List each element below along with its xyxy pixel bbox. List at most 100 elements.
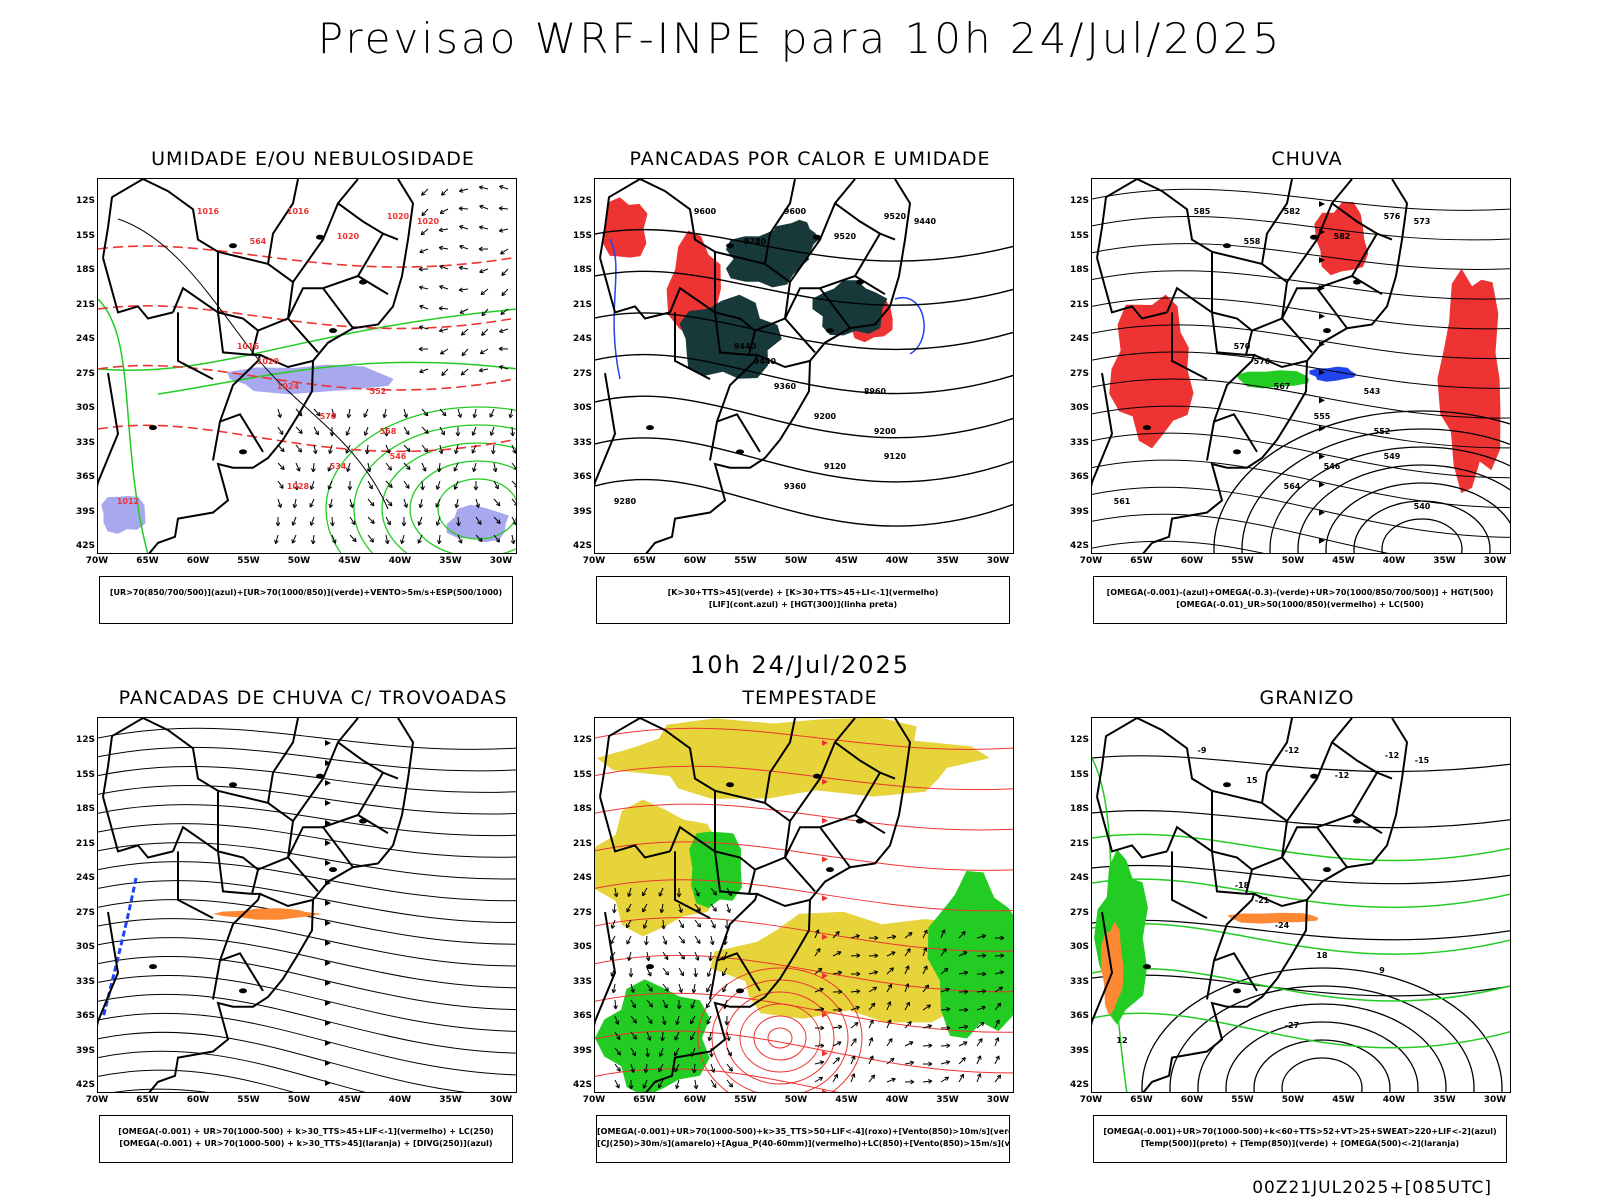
wind-vector-head [664, 971, 670, 976]
map-border [1096, 179, 1138, 258]
wind-vector-head [345, 449, 350, 454]
streamline [1092, 188, 1510, 211]
wind-vector [868, 986, 877, 993]
wind-vector [350, 552, 351, 553]
wind-vector [367, 516, 375, 524]
wind-vector-head [471, 449, 476, 454]
map-lake [1353, 279, 1361, 285]
lon-tick-label: 45W [835, 1095, 858, 1105]
wind-vector-head [673, 1051, 679, 1057]
map-border [1213, 353, 1256, 422]
map-border [789, 718, 856, 822]
map-lake [826, 328, 834, 334]
map-lake [359, 818, 367, 824]
wind-vector [459, 188, 469, 192]
wind-vector [690, 1031, 696, 1041]
wind-vector-head [889, 967, 894, 972]
wind-vector-head [632, 1019, 637, 1024]
wind-vector [418, 516, 423, 526]
wind-vector-head [615, 1084, 620, 1089]
lon-tick-label: 30W [986, 556, 1010, 566]
contour-label: 8960 [864, 387, 887, 396]
wind-vector-head [982, 971, 987, 977]
map-border [1211, 850, 1254, 895]
wind-vector [511, 462, 516, 470]
wind-vector [419, 498, 423, 508]
wind-vector [674, 1063, 680, 1073]
wind-vector-head [905, 1001, 910, 1007]
streamline [98, 785, 516, 815]
wind-vector-head [491, 450, 496, 455]
contour-label: 9520 [884, 212, 907, 221]
wind-vector [662, 983, 669, 992]
wind-vector [646, 951, 650, 961]
map-border [639, 718, 716, 852]
wind-vector [473, 408, 477, 418]
wind-vector-head [369, 501, 375, 507]
wind-vector [494, 552, 495, 553]
wind-vector-head [403, 413, 408, 418]
wind-vector-head [460, 331, 466, 336]
wind-vector [694, 1079, 697, 1089]
wind-vector [710, 1079, 717, 1088]
map-svg: 1016 1016 1020 1020 1020 1016 1020 1024 1028 1012… [98, 179, 516, 553]
wind-vector [994, 971, 1004, 975]
map-border [764, 718, 796, 804]
wind-vector [493, 462, 497, 472]
humidity-1000-contour [409, 460, 516, 553]
wind-vector-head [419, 249, 424, 254]
wind-vector [814, 1076, 823, 1083]
streamline-arrow [325, 1080, 331, 1086]
lon-tick-label: 45W [1332, 556, 1355, 566]
map-coastline [1142, 718, 1409, 1092]
map-border [357, 232, 399, 277]
wind-vector [455, 498, 459, 508]
wind-vector [886, 967, 894, 975]
wind-vector [346, 462, 351, 472]
wind-vector-head [706, 987, 711, 993]
wind-vector [814, 1061, 824, 1065]
contour-label: -18 [1235, 881, 1250, 890]
wind-vector [958, 951, 968, 957]
wind-vector-head [349, 503, 354, 508]
legend-box: [OMEGA(-0.001)-(azul)+OMEGA(-0.3)-(verde… [1093, 576, 1507, 624]
wind-vector-head [836, 951, 842, 956]
map-lake [229, 243, 237, 249]
map-border [1096, 718, 1138, 797]
forecast-subtitle: 10h 24/Jul/2025 [689, 651, 911, 679]
wind-vector-head [709, 940, 715, 946]
wind-vector [724, 935, 728, 945]
wind-vector [331, 408, 336, 418]
map-border [102, 796, 174, 859]
wind-vector [612, 983, 616, 993]
wind-vector-head [280, 447, 285, 453]
wind-vector [850, 934, 860, 939]
lon-tick-label: 35W [439, 556, 462, 566]
wind-vector [994, 1074, 1002, 1083]
temp500-contour [1253, 1039, 1391, 1092]
lon-tick-label: 30W [489, 1095, 513, 1105]
wind-vector [850, 990, 861, 993]
wind-vector [630, 1063, 635, 1073]
wind-vector-head [1000, 953, 1005, 959]
streamline-arrow [1319, 397, 1325, 404]
wind-vector-head [928, 1061, 933, 1067]
lat-tick-label: 18S [572, 265, 592, 275]
wind-vector [479, 368, 489, 372]
contour-label: 9280 [614, 497, 637, 506]
wind-vector-head [477, 520, 482, 525]
wind-vector-head [675, 1084, 680, 1089]
wind-vector-head [328, 449, 333, 455]
wind-vector-head [690, 1004, 695, 1009]
panel-pancadas_trovoadas: PANCADAS DE CHUVA C/ TROVOADAS 12S 15S 18S 2… [73, 687, 553, 1167]
wind-vector [421, 408, 429, 417]
wind-vector [675, 1079, 680, 1089]
wind-vector-head [478, 367, 484, 373]
wind-vector-head [978, 1038, 983, 1043]
wind-vector [886, 1038, 893, 1047]
wind-vector-head [943, 967, 949, 973]
map-border [716, 892, 759, 961]
wind-vector [707, 967, 712, 977]
wind-vector [658, 1079, 664, 1089]
map-border [1261, 718, 1293, 804]
